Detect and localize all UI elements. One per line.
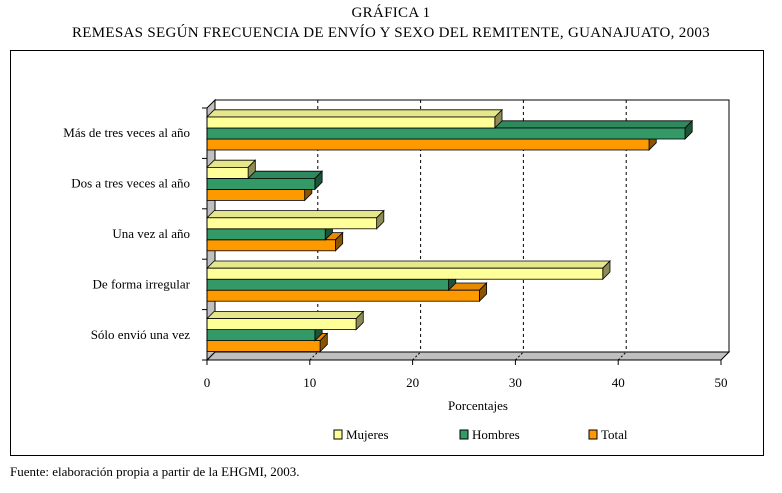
bar-top-face: [206, 109, 504, 118]
bar: [206, 159, 257, 180]
bar-front-face: [206, 138, 650, 151]
bar-front-face: [206, 340, 321, 353]
bar-top-face: [206, 310, 365, 320]
x-tick-label: 40: [612, 375, 625, 390]
bar: [206, 310, 365, 331]
bar-front-face: [206, 177, 316, 190]
x-tick-label: 20: [406, 375, 419, 390]
bar: [206, 209, 385, 230]
x-tick-label: 50: [715, 375, 728, 390]
grid-line-floor: [515, 351, 524, 361]
x-tick-label: 10: [303, 375, 316, 390]
legend-label: Hombres: [472, 427, 520, 442]
bar-front-face: [206, 289, 480, 302]
bar-front-face: [206, 278, 449, 291]
category-label: De forma irregular: [93, 276, 191, 291]
legend-swatch: [333, 429, 343, 440]
category-label: Dos a tres veces al año: [71, 176, 190, 191]
bar-front-face: [206, 228, 326, 241]
x-axis-label: Porcentajes: [448, 398, 508, 413]
legend-item: Hombres: [459, 427, 520, 442]
x-tick-label: 0: [204, 375, 211, 390]
category-label: Una vez al año: [112, 226, 190, 241]
category-label: Más de tres veces al año: [63, 125, 190, 140]
bar-top-face: [206, 159, 257, 168]
bar-front-face: [206, 188, 306, 201]
legend-swatch: [459, 429, 469, 440]
x-tick-label: 30: [509, 375, 522, 390]
bar: [206, 260, 611, 281]
bar-front-face: [206, 329, 316, 342]
bar-top-face: [206, 260, 611, 269]
bar-front-face: [206, 217, 378, 230]
legend-item: Mujeres: [333, 427, 389, 442]
bar-front-face: [206, 239, 336, 252]
source-note: Fuente: elaboración propia a partir de l…: [10, 464, 300, 479]
bar-front-face: [206, 127, 686, 140]
legend-label: Total: [601, 427, 628, 442]
bar-front-face: [206, 267, 604, 280]
category-label: Sólo envió una vez: [91, 327, 191, 342]
chart-subtitle: REMESAS SEGÚN FRECUENCIA DE ENVÍO Y SEXO…: [72, 25, 710, 41]
grid-line-floor: [617, 351, 627, 361]
grid-line-floor: [412, 351, 421, 361]
legend-item: Total: [588, 427, 628, 442]
bar-front-face: [206, 166, 249, 179]
plot-floor: [205, 351, 731, 361]
grid-line-floor: [309, 351, 319, 361]
legend-label: Mujeres: [346, 427, 389, 442]
bar-front-face: [206, 318, 357, 331]
legend-swatch: [588, 429, 598, 440]
bar-top-face: [206, 210, 385, 219]
bar: [206, 108, 504, 129]
bar-front-face: [206, 116, 496, 129]
chart-title: GRÁFICA 1: [351, 5, 431, 21]
